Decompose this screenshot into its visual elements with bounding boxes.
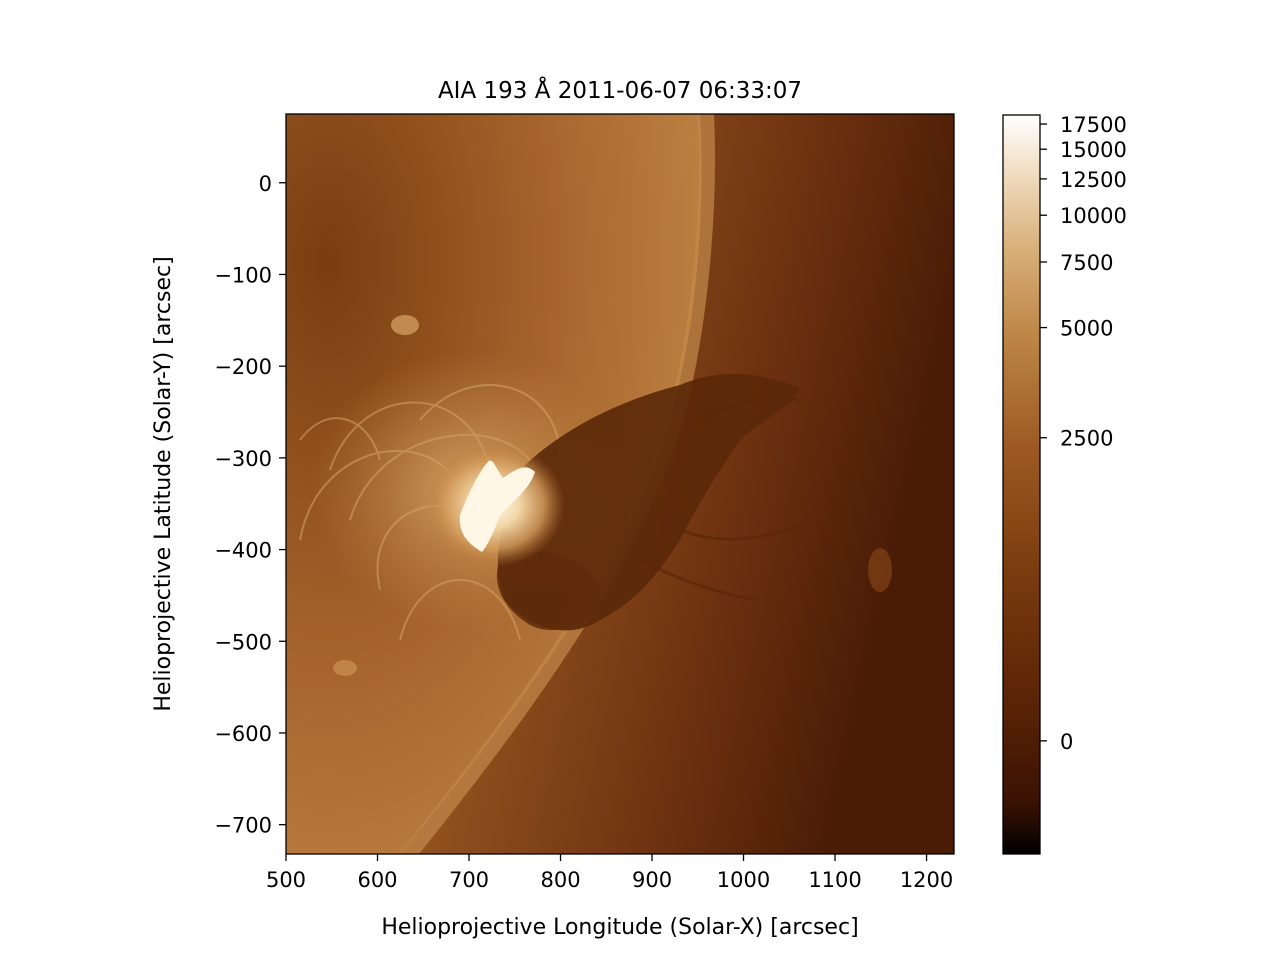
y-tick-label: −700 <box>214 814 272 838</box>
x-tick-label: 1000 <box>717 868 770 892</box>
x-tick-label: 600 <box>357 868 397 892</box>
y-axis-ticks: 0 −100 −200 −300 −400 −500 −600 −700 <box>214 172 286 838</box>
x-tick-label: 900 <box>632 868 672 892</box>
colorbar-tick-label: 12500 <box>1060 168 1127 192</box>
solar-image <box>286 114 954 854</box>
bright-point <box>333 660 357 676</box>
y-tick-label: −500 <box>214 630 272 654</box>
colorbar-tick-label: 17500 <box>1060 113 1127 137</box>
flare-core <box>459 460 535 552</box>
plot-title: AIA 193 Å 2011-06-07 06:33:07 <box>438 76 802 104</box>
colorbar-tick-label: 15000 <box>1060 138 1127 162</box>
y-tick-label: −200 <box>214 355 272 379</box>
y-tick-label: −400 <box>214 539 272 563</box>
x-tick-label: 1100 <box>808 868 861 892</box>
y-axis-label: Helioprojective Latitude (Solar-Y) [arcs… <box>151 256 176 711</box>
y-tick-label: −600 <box>214 722 272 746</box>
x-axis-label: Helioprojective Longitude (Solar-X) [arc… <box>381 915 858 940</box>
bright-point <box>391 315 419 335</box>
colorbar-tick-label: 0 <box>1060 730 1073 754</box>
y-tick-label: 0 <box>259 172 272 196</box>
ejecta-streamers <box>639 396 801 602</box>
x-axis-ticks: 500 600 700 800 900 1000 1100 1200 <box>266 854 953 892</box>
y-tick-label: −100 <box>214 263 272 287</box>
y-tick-label: −300 <box>214 447 272 471</box>
x-tick-label: 500 <box>266 868 306 892</box>
limb-feature <box>868 548 892 592</box>
plot-frame <box>285 113 955 855</box>
colorbar-tick-label: 7500 <box>1060 251 1113 275</box>
x-tick-label: 700 <box>449 868 489 892</box>
dark-ejecta-lower <box>496 551 600 631</box>
colorbar <box>1002 114 1041 855</box>
colorbar-tick-label: 10000 <box>1060 204 1127 228</box>
colorbar-tick-label: 5000 <box>1060 317 1113 341</box>
x-tick-label: 800 <box>540 868 580 892</box>
colorbar-tick-label: 2500 <box>1060 427 1113 451</box>
x-tick-label: 1200 <box>900 868 953 892</box>
